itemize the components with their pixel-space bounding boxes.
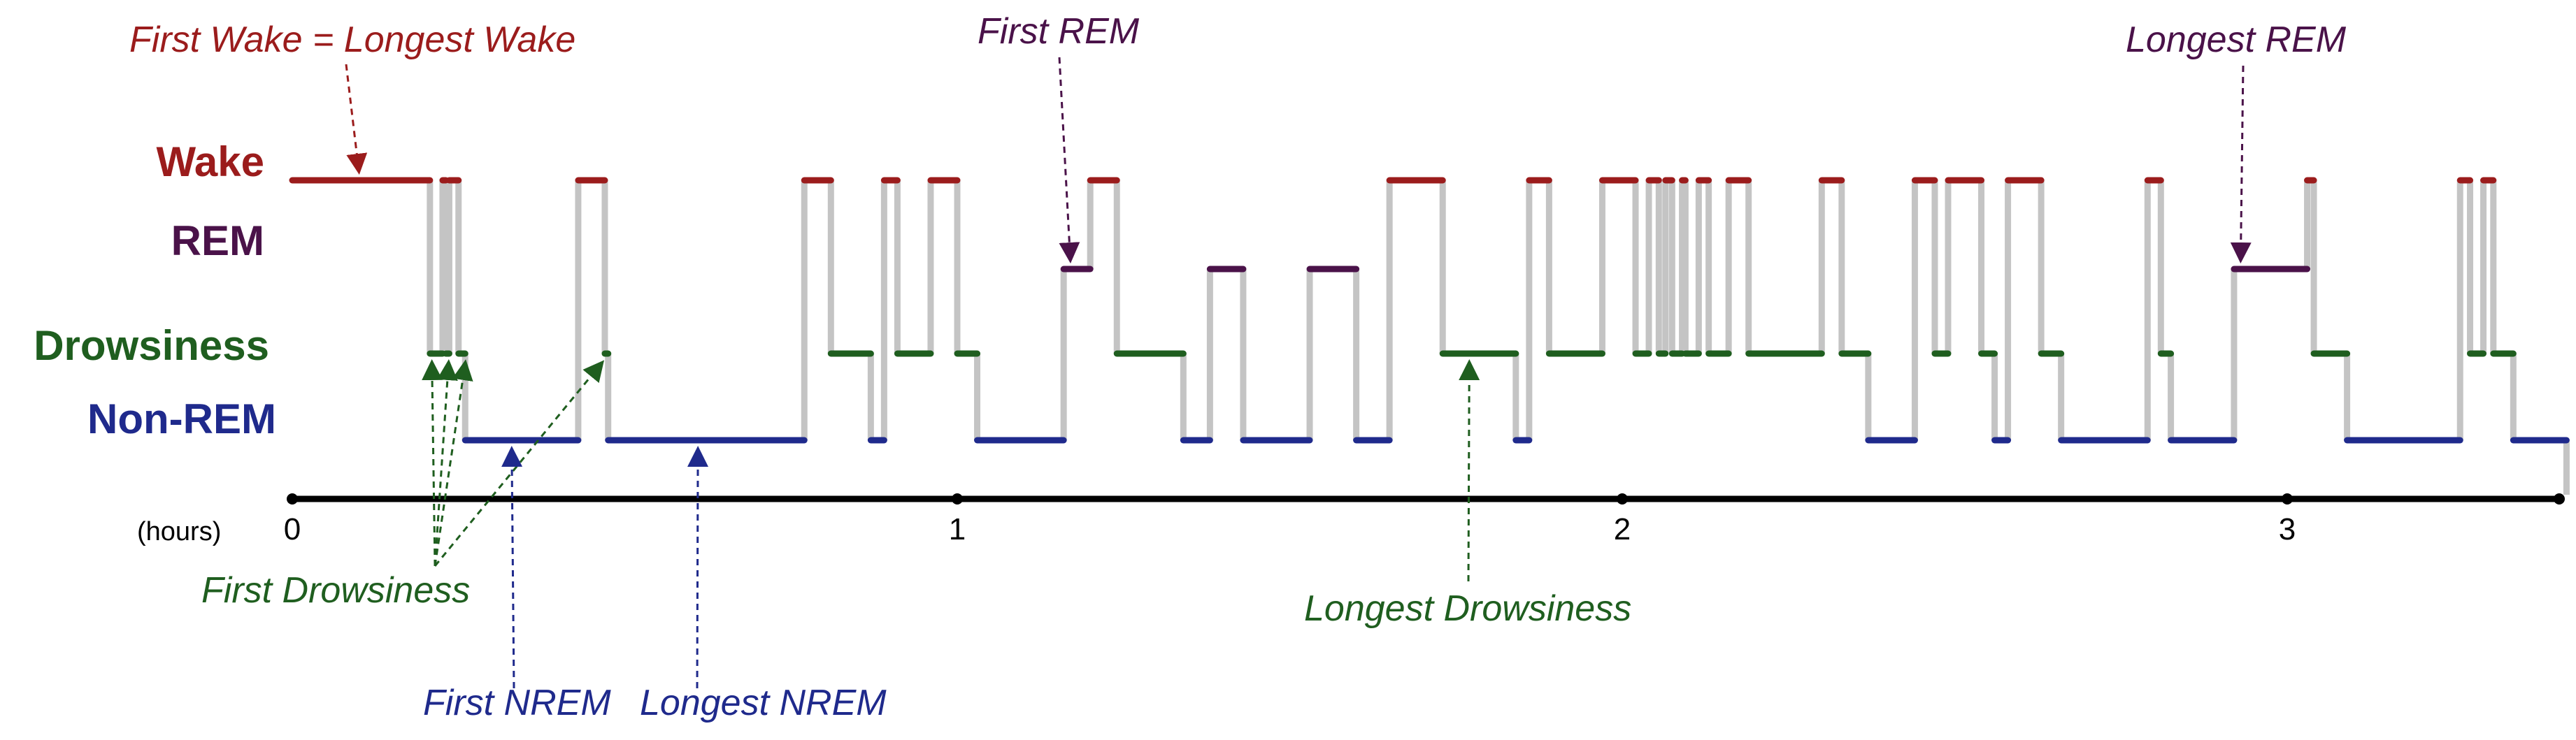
x-axis-end-mark <box>2554 493 2565 505</box>
annotation-arrow <box>501 446 523 689</box>
annotation-arrow <box>1459 359 1480 582</box>
annotation-arrow <box>687 446 709 689</box>
annotation-arrow <box>2230 65 2252 263</box>
annotation-arrow <box>434 360 605 567</box>
annotation-arrow <box>345 64 368 175</box>
x-axis: (hours) 0 1 2 3 <box>137 493 2565 546</box>
stage-label-nrem: Non-REM <box>87 396 276 442</box>
annotation-layer: First Wake = Longest Wake First REM Long… <box>129 11 2347 723</box>
stage-segment-layer <box>289 177 2570 444</box>
x-tick-mark <box>287 493 298 505</box>
annotation-arrow <box>434 359 458 567</box>
annotation-arrow <box>434 359 473 567</box>
stage-label-drowsiness: Drowsiness <box>34 322 269 369</box>
annotation-first-rem: First REM <box>978 11 1140 52</box>
annotation-arrow <box>422 359 443 567</box>
stage-label-wake: Wake <box>156 138 264 185</box>
annotation-longest-rem: Longest REM <box>2126 20 2347 60</box>
x-ticks: 0 1 2 3 <box>284 493 2565 546</box>
x-tick-label: 0 <box>284 512 301 546</box>
connector-layer <box>427 180 2570 495</box>
x-tick-label: 3 <box>2279 512 2296 546</box>
annotation-first-drowsiness: First Drowsiness <box>201 570 470 611</box>
x-axis-label: (hours) <box>137 517 221 546</box>
annotation-arrow <box>1058 57 1080 263</box>
annotation-longest-drowsiness: Longest Drowsiness <box>1304 588 1631 629</box>
x-tick-label: 2 <box>1614 512 1631 546</box>
stage-label-rem: REM <box>171 217 264 264</box>
x-tick-mark <box>952 493 963 505</box>
x-tick-mark <box>2282 493 2293 505</box>
annotation-first-nrem: First NREM <box>423 683 611 723</box>
annotation-first-wake: First Wake = Longest Wake <box>129 20 575 60</box>
stage-labels: Wake REM Drowsiness Non-REM <box>34 138 276 442</box>
x-tick-label: 1 <box>949 512 966 546</box>
x-tick-mark <box>1617 493 1628 505</box>
annotation-longest-nrem: Longest NREM <box>640 683 887 723</box>
